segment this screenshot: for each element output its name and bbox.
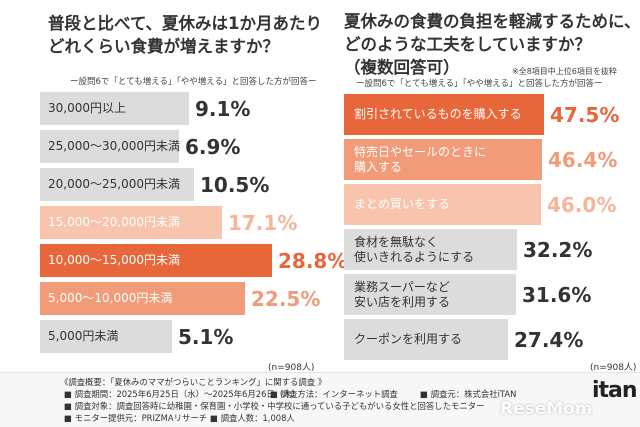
left-chart-title: 普段と比べて、夏休みは1か月あたり どれくらい食費が増えますか？ <box>48 14 322 56</box>
bar-category-label: 食材を無駄なく 使いきれるようにする <box>354 235 475 264</box>
footer-monitor-provider: ■ モニター提供元：PRIZMAリサーチ <box>64 413 208 423</box>
bar-category-label: 20,000〜25,000円未満 <box>48 177 180 191</box>
bar-value-label: 32.2% <box>523 238 593 262</box>
bar-row: 20,000〜25,000円未満 10.5% <box>40 168 352 201</box>
bar-value-label: 6.9% <box>185 135 241 159</box>
bar-row: 食材を無駄なく 使いきれるようにする 32.2% <box>344 229 624 270</box>
right-chart-panel: 夏休みの食費の負担を軽減するために、 どのような工夫をしていますか？ （複数回答可）… <box>322 0 640 373</box>
bar-category-label: 15,000〜20,000円未満 <box>48 215 180 229</box>
bar <box>40 244 272 277</box>
bar-category-label: 5,000〜10,000円未満 <box>48 291 173 305</box>
bar <box>344 319 508 360</box>
bar <box>40 282 245 315</box>
footer-survey-period: ■ 調査期間：2025年6月25日（水）〜2025年6月26日（木） <box>64 389 300 399</box>
footer-survey-overview: 《調査概要：「夏休みのママがつらいことランキング」に関する調査 》 <box>60 377 327 387</box>
footer-survey-source: ■ 調査元：株式会社iTAN <box>420 389 517 399</box>
bar-row: 5,000〜10,000円未満 22.5% <box>40 282 352 315</box>
resemom-watermark: ReseMom <box>500 399 593 419</box>
bar-category-label: まとめ買いをする <box>354 197 451 211</box>
bar-value-label: 9.1% <box>195 97 251 121</box>
right-chart-sample-size: (n=908人) <box>590 363 637 373</box>
bar-value-label: 46.4% <box>548 148 618 172</box>
bar-row: クーポンを利用する 27.4% <box>344 319 624 360</box>
bar-row: まとめ買いをする 46.0% <box>344 184 624 225</box>
bar-value-label: 46.0% <box>547 193 617 217</box>
bar-value-label: 27.4% <box>514 328 584 352</box>
bar-category-label: 10,000〜15,000円未満 <box>48 253 180 267</box>
bar-category-label: クーポンを利用する <box>354 332 463 346</box>
right-chart-note: ※全8項目中上位6項目を抜粋 <box>512 67 617 76</box>
bar-category-label: 割引されているものを購入する <box>354 107 522 121</box>
bar-row: 15,000〜20,000円未満 17.1% <box>40 206 352 239</box>
bar-value-label: 28.8% <box>278 249 348 273</box>
bar <box>40 168 194 201</box>
bar <box>40 130 179 163</box>
bar <box>40 92 189 125</box>
bar-category-label: 25,000〜30,000円未満 <box>48 139 180 153</box>
footer-respondent-count: ■ 調査人数：1,008人 <box>210 413 295 423</box>
footer-survey-method: ■ 調査方法：インターネット調査 <box>270 389 398 399</box>
left-chart-sample-size: (n=908人) <box>268 363 315 373</box>
left-chart-panel: 普段と比べて、夏休みは1か月あたり どれくらい食費が増えますか？ ー設問6で「とて… <box>0 0 347 373</box>
bar-value-label: 47.5% <box>550 103 620 127</box>
bar-row: 10,000〜15,000円未満 28.8% <box>40 244 352 277</box>
bar <box>344 139 542 180</box>
bar-row: 割引されているものを購入する 47.5% <box>344 94 624 135</box>
bar-value-label: 17.1% <box>228 211 298 235</box>
bar-value-label: 10.5% <box>200 173 270 197</box>
bar <box>40 206 222 239</box>
bar-value-label: 22.5% <box>251 287 321 311</box>
left-chart-subtitle: ー設問6で「とても増える」「やや増える」と回答した方が回答ー <box>70 77 317 87</box>
bar-value-label: 5.1% <box>178 325 234 349</box>
bar-row: 5,000円未満 5.1% <box>40 320 352 353</box>
bar-category-label: 5,000円未満 <box>48 329 119 343</box>
bar <box>344 229 517 270</box>
bar-value-label: 31.6% <box>522 283 592 307</box>
footer-survey-target: ■ 調査対象：調査回答時に幼稚園・保育園・小学校・中学校に通っている子どもがいる… <box>64 401 485 411</box>
right-chart-title: 夏休みの食費の負担を軽減するために、 どのような工夫をしていますか？ （複数回答可） <box>344 12 640 77</box>
bar <box>344 94 544 135</box>
bar-row: 30,000円以上 9.1% <box>40 92 352 125</box>
right-chart-subtitle: ー設問6で「とても増える」「やや増える」と回答した方が回答ー <box>356 79 603 89</box>
bar-category-label: 特売日やセールのときに 購入する <box>354 145 487 174</box>
bar-row: 25,000〜30,000円未満 6.9% <box>40 130 352 163</box>
bar <box>40 320 172 353</box>
bar-category-label: 30,000円以上 <box>48 101 126 115</box>
survey-footer: 《調査概要：「夏休みのママがつらいことランキング」に関する調査 》 ■ 調査期間… <box>0 372 640 427</box>
bar-category-label: 業務スーパーなど 安い店を利用する <box>354 280 451 309</box>
itan-logo: itan <box>592 378 638 403</box>
bar-row: 業務スーパーなど 安い店を利用する 31.6% <box>344 274 624 315</box>
bar <box>344 274 516 315</box>
bar <box>344 184 541 225</box>
bar-row: 特売日やセールのときに 購入する 46.4% <box>344 139 624 180</box>
